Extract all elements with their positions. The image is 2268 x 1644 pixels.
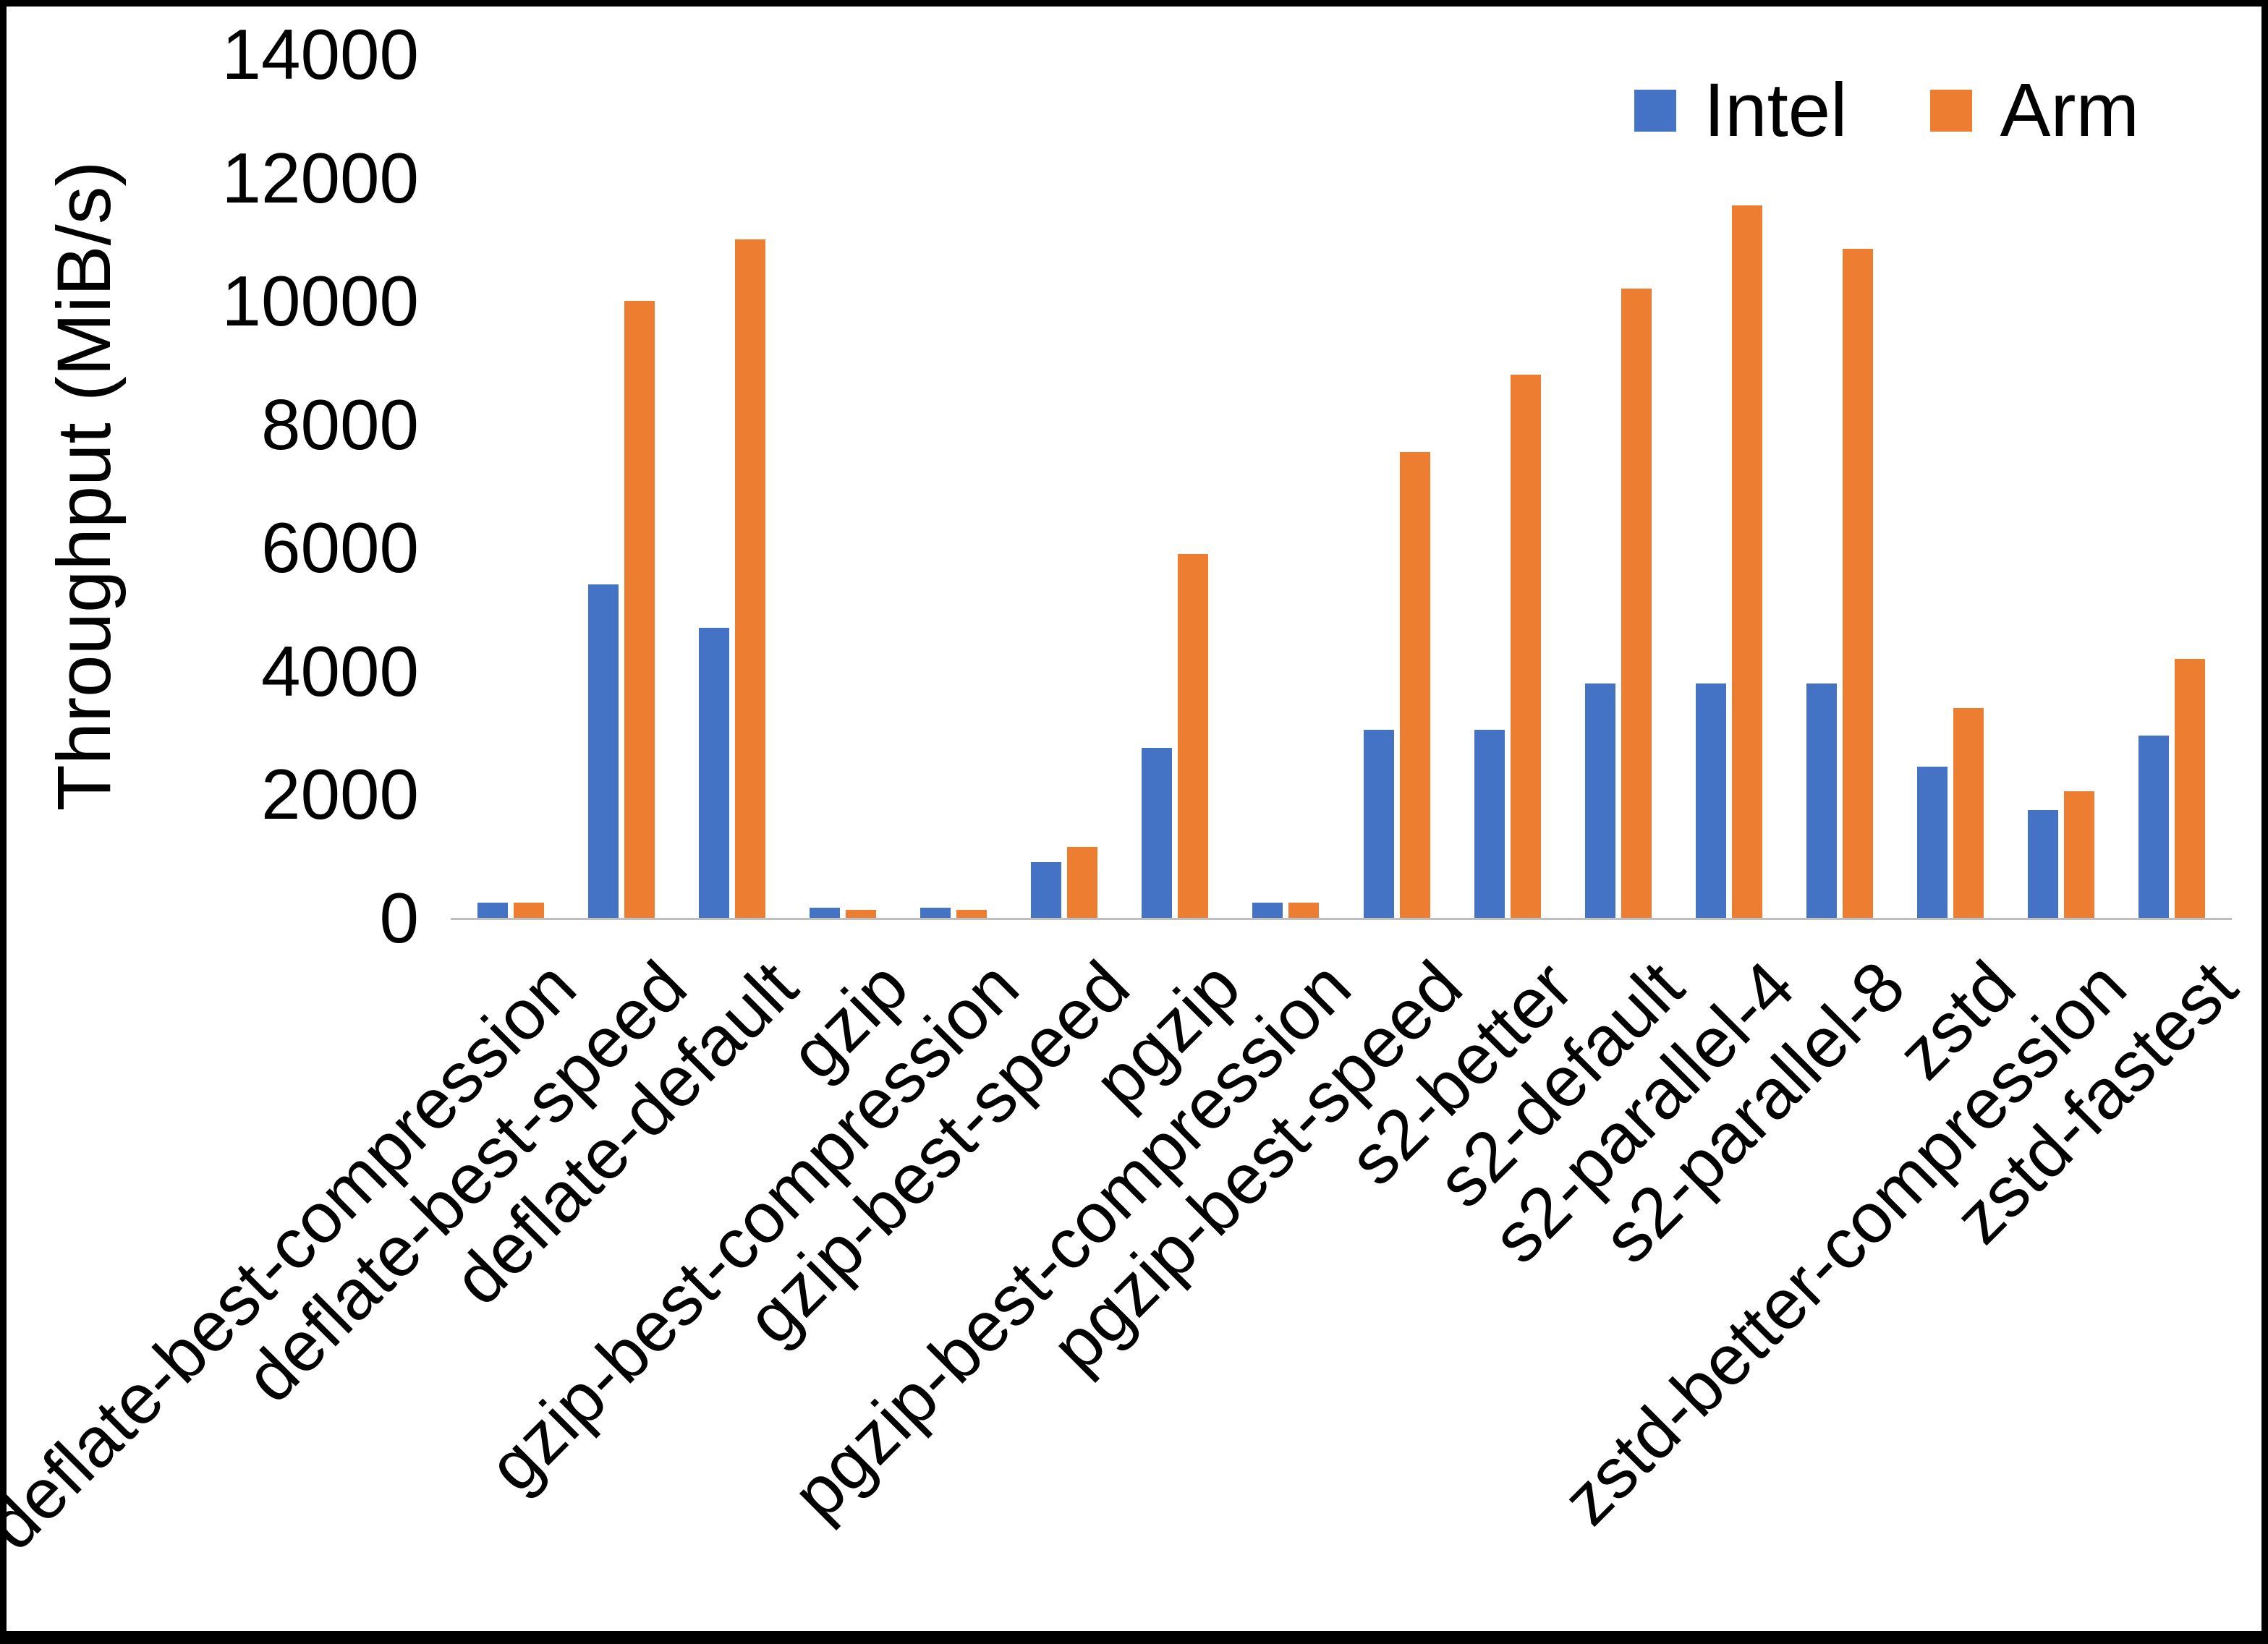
bar-intel-zstd bbox=[1917, 767, 1948, 918]
bar-arm-zstd-fastest bbox=[2175, 658, 2206, 918]
bar-arm-pgzip bbox=[1178, 553, 1209, 918]
bar-arm-s2-parallel-8 bbox=[1843, 248, 1874, 918]
y-axis-tick-label: 8000 bbox=[260, 384, 419, 464]
bar-intel-gzip bbox=[809, 908, 840, 918]
bar-arm-s2-better bbox=[1510, 375, 1541, 918]
bar-intel-deflate-default bbox=[698, 628, 729, 918]
bar-intel-s2-parallel-8 bbox=[1806, 683, 1838, 918]
y-axis-tick-label: 6000 bbox=[260, 508, 419, 588]
bar-arm-pgzip-best-compression bbox=[1288, 902, 1320, 918]
legend: Intel Arm bbox=[1634, 67, 2139, 154]
legend-swatch-arm bbox=[1930, 90, 1973, 132]
bar-intel-pgzip-best-compression bbox=[1252, 902, 1283, 918]
bar-arm-deflate-default bbox=[734, 239, 765, 918]
bar-arm-deflate-best-speed bbox=[624, 301, 655, 918]
legend-label-intel: Intel bbox=[1704, 68, 1848, 153]
legend-item-arm: Arm bbox=[1930, 67, 2139, 154]
bar-arm-gzip bbox=[845, 909, 876, 918]
bar-intel-pgzip-best-speed bbox=[1363, 729, 1394, 918]
bar-intel-zstd-fastest bbox=[2139, 736, 2170, 918]
bar-intel-zstd-better-compression bbox=[2028, 809, 2059, 918]
legend-item-intel: Intel bbox=[1634, 67, 1847, 154]
bar-intel-s2-parallel-4 bbox=[1695, 683, 1726, 918]
legend-label-arm: Arm bbox=[2000, 68, 2139, 153]
bar-arm-s2-default bbox=[1621, 289, 1652, 918]
y-axis-tick-label: 14000 bbox=[221, 14, 419, 94]
bar-intel-deflate-best-speed bbox=[587, 584, 619, 918]
y-axis-tick-label: 4000 bbox=[260, 631, 419, 711]
bar-arm-pgzip-best-speed bbox=[1399, 452, 1430, 918]
bar-arm-deflate-best-compression bbox=[513, 902, 544, 918]
bar-intel-s2-default bbox=[1584, 683, 1615, 918]
legend-swatch-intel bbox=[1634, 90, 1676, 132]
bar-arm-gzip-best-compression bbox=[956, 909, 988, 918]
bar-intel-deflate-best-compression bbox=[477, 902, 508, 918]
y-axis-tick-label: 12000 bbox=[221, 137, 419, 218]
bar-arm-s2-parallel-4 bbox=[1731, 205, 1762, 918]
bar-intel-gzip-best-speed bbox=[1031, 862, 1062, 918]
y-axis-tick-label: 2000 bbox=[260, 754, 419, 835]
y-axis-tick-label: 0 bbox=[379, 878, 419, 958]
y-axis-tick-label: 10000 bbox=[221, 261, 419, 341]
x-axis-line bbox=[451, 918, 2232, 920]
bar-intel-pgzip bbox=[1142, 748, 1173, 918]
bar-arm-zstd bbox=[1953, 708, 1984, 918]
bar-intel-s2-better bbox=[1474, 729, 1505, 918]
bar-arm-zstd-better-compression bbox=[2064, 791, 2095, 918]
bar-arm-gzip-best-speed bbox=[1067, 846, 1098, 918]
bar-intel-gzip-best-compression bbox=[920, 908, 951, 918]
